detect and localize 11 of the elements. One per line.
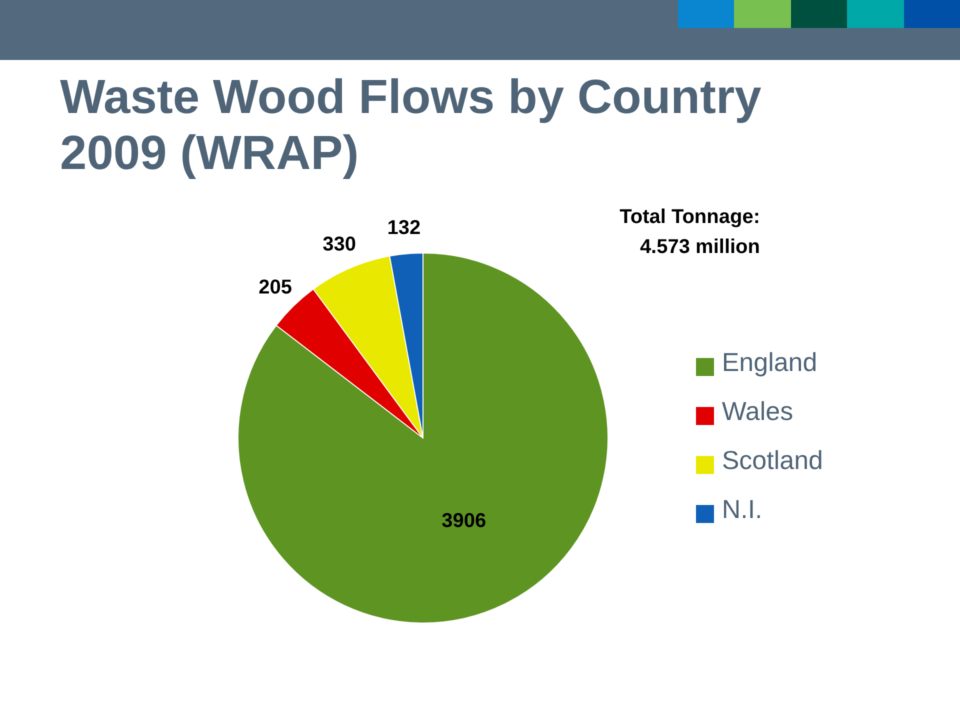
data-label: 3906 bbox=[442, 510, 486, 532]
data-label: 132 bbox=[387, 216, 421, 239]
pie-slice bbox=[238, 252, 608, 624]
data-label: 205 bbox=[258, 276, 292, 298]
legend-label: Scotland bbox=[722, 445, 823, 475]
legend-label: England bbox=[722, 347, 818, 377]
chart-title: Waste Wood Flows by Country 2009 (WRAP) bbox=[60, 70, 762, 182]
text: Total Tonnage: 4.573 million bbox=[620, 205, 760, 260]
legend-label: Wales bbox=[722, 396, 794, 426]
data-label: 330 bbox=[322, 233, 356, 256]
legend-label: N.I. bbox=[722, 494, 762, 524]
